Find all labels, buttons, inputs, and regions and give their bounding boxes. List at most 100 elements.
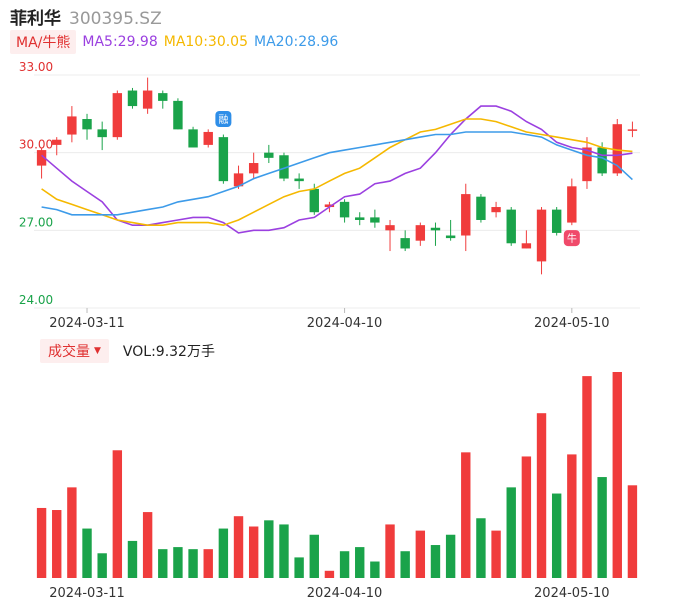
volume-bar xyxy=(551,493,562,578)
candle xyxy=(582,137,592,189)
volume-x-tick-label: 2024-04-10 xyxy=(307,586,383,601)
candle-body xyxy=(385,225,395,231)
candle-body xyxy=(536,209,547,262)
volume-bar xyxy=(127,540,138,578)
candle xyxy=(339,199,350,223)
y-tick-label: 24.00 xyxy=(19,293,53,307)
signal-marker: 牛 xyxy=(563,230,580,247)
volume-bar xyxy=(264,520,274,578)
candle-body xyxy=(370,217,380,223)
volume-bar xyxy=(142,512,153,578)
volume-toggle-label: 成交量 xyxy=(48,344,90,360)
candle xyxy=(142,77,153,114)
candle xyxy=(415,222,426,246)
candle-body xyxy=(430,227,441,231)
y-tick-label: 33.00 xyxy=(19,60,53,74)
ma5-label: MA5:29.98 xyxy=(82,34,158,50)
volume-bar xyxy=(324,570,335,578)
candle-body xyxy=(127,90,138,107)
volume-bar xyxy=(491,530,501,578)
candle xyxy=(158,90,168,109)
volume-bar xyxy=(218,528,229,578)
ma-legend: MA/牛熊 MA5:29.98 MA10:30.05 MA20:28.96 xyxy=(10,30,338,54)
candle-body xyxy=(218,137,229,182)
candle xyxy=(536,207,547,275)
candle xyxy=(400,230,410,252)
stock-code: 300395.SZ xyxy=(69,9,162,29)
candle xyxy=(430,222,441,246)
candle xyxy=(188,126,198,148)
candle xyxy=(127,87,138,109)
volume-bar xyxy=(370,561,380,578)
volume-bar xyxy=(461,452,471,578)
candle xyxy=(385,219,395,252)
volume-bar xyxy=(203,549,213,578)
candle xyxy=(294,173,304,189)
x-tick-label: 2024-05-10 xyxy=(534,316,610,331)
ma20-line xyxy=(41,131,633,216)
candle xyxy=(248,152,259,179)
volume-toggle-button[interactable]: 成交量 ▼ xyxy=(40,339,109,363)
volume-bar xyxy=(112,450,123,578)
volume-bar xyxy=(597,477,607,578)
candle xyxy=(52,137,62,156)
volume-bar xyxy=(355,547,365,578)
candle-body xyxy=(158,93,168,101)
candle-body xyxy=(415,225,426,241)
candle-body xyxy=(339,201,350,218)
candle xyxy=(218,134,229,184)
candle-body xyxy=(173,100,183,130)
ma5-line xyxy=(41,105,633,234)
volume-bar xyxy=(67,487,77,578)
candle-body xyxy=(248,163,259,174)
candle-body xyxy=(264,152,274,158)
volume-bar xyxy=(476,518,486,578)
candle xyxy=(476,194,486,223)
candle xyxy=(264,144,274,164)
candle xyxy=(97,121,107,151)
candle-body xyxy=(491,207,501,213)
candle-body xyxy=(203,131,213,145)
volume-legend: 成交量 ▼ VOL:9.32万手 xyxy=(40,339,215,363)
candle xyxy=(203,129,213,148)
candle xyxy=(461,183,471,252)
candle-body xyxy=(506,209,516,244)
volume-x-tick-label: 2024-05-10 xyxy=(534,586,610,601)
candle xyxy=(506,207,516,246)
candle xyxy=(279,152,289,182)
x-tick-label: 2024-03-11 xyxy=(49,316,125,331)
marker-label: 融 xyxy=(218,114,228,126)
ma-toggle-button[interactable]: MA/牛熊 xyxy=(10,30,77,54)
candle xyxy=(233,165,244,189)
ma20-label: MA20:28.96 xyxy=(254,34,339,50)
candle-body xyxy=(612,124,622,174)
volume-bar xyxy=(97,553,107,578)
candle xyxy=(612,119,622,176)
stock-header: 菲利华 300395.SZ xyxy=(10,4,162,29)
volume-bar xyxy=(52,510,62,578)
candle-body xyxy=(476,196,486,220)
candle-body xyxy=(597,147,607,174)
volume-bar xyxy=(158,549,168,578)
candle-body xyxy=(294,178,304,182)
volume-bar xyxy=(445,534,456,578)
volume-bar xyxy=(415,530,426,578)
candle-body xyxy=(52,139,62,145)
candle-body xyxy=(233,173,244,187)
ma10-line xyxy=(41,118,633,227)
y-tick-label: 27.00 xyxy=(19,215,53,229)
volume-bar xyxy=(400,551,410,578)
candle-body xyxy=(582,147,592,182)
volume-bar xyxy=(339,551,350,578)
volume-bar xyxy=(309,534,319,578)
volume-bar xyxy=(36,507,47,578)
volume-x-tick-label: 2024-03-11 xyxy=(49,586,125,601)
ma10-label: MA10:30.05 xyxy=(163,34,249,50)
volume-bar xyxy=(173,547,183,578)
volume-bar xyxy=(188,549,198,578)
candle-body xyxy=(309,188,319,213)
volume-bar xyxy=(233,516,244,578)
candle-body xyxy=(567,186,577,223)
volume-bar xyxy=(536,413,547,578)
